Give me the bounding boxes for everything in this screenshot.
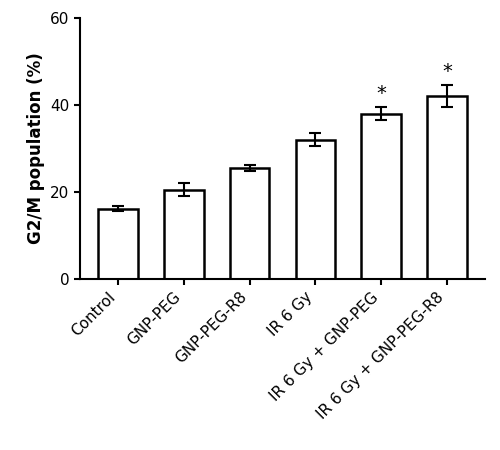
Bar xyxy=(427,96,467,279)
Bar xyxy=(230,168,270,279)
Bar xyxy=(362,114,401,279)
Text: *: * xyxy=(376,84,386,103)
Bar xyxy=(98,208,138,279)
Bar xyxy=(164,190,203,279)
Bar xyxy=(296,140,335,279)
Y-axis label: G2/M population (%): G2/M population (%) xyxy=(26,53,44,244)
Text: *: * xyxy=(442,62,452,81)
